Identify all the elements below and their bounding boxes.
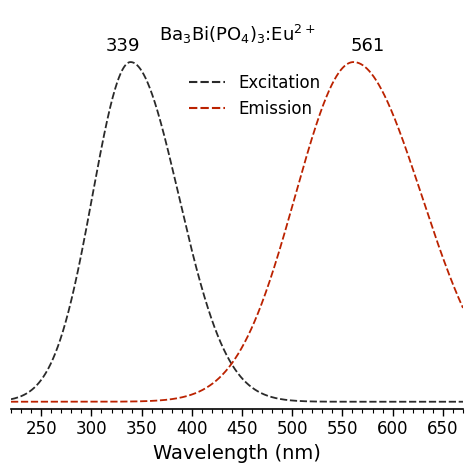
Excitation [363, 399, 368, 405]
Excitation [289, 398, 295, 403]
Emission [363, 64, 368, 70]
Emission [401, 140, 407, 146]
Excitation [79, 247, 85, 253]
Text: 339: 339 [105, 37, 140, 55]
Emission [351, 59, 356, 65]
Excitation [315, 399, 320, 404]
Emission [289, 204, 295, 210]
Excitation [180, 210, 186, 216]
Text: Ba$_3$Bi(PO$_4$)$_3$:Eu$^{2+}$: Ba$_3$Bi(PO$_4$)$_3$:Eu$^{2+}$ [159, 23, 315, 46]
Emission [180, 394, 186, 400]
Legend: Excitation, Emission: Excitation, Emission [182, 67, 328, 125]
Line: Emission: Emission [0, 62, 474, 402]
Text: 561: 561 [350, 37, 384, 55]
Excitation [401, 399, 407, 405]
Excitation [128, 59, 134, 65]
Line: Excitation: Excitation [0, 62, 474, 402]
Emission [79, 399, 85, 405]
X-axis label: Wavelength (nm): Wavelength (nm) [153, 444, 321, 463]
Emission [315, 118, 320, 124]
